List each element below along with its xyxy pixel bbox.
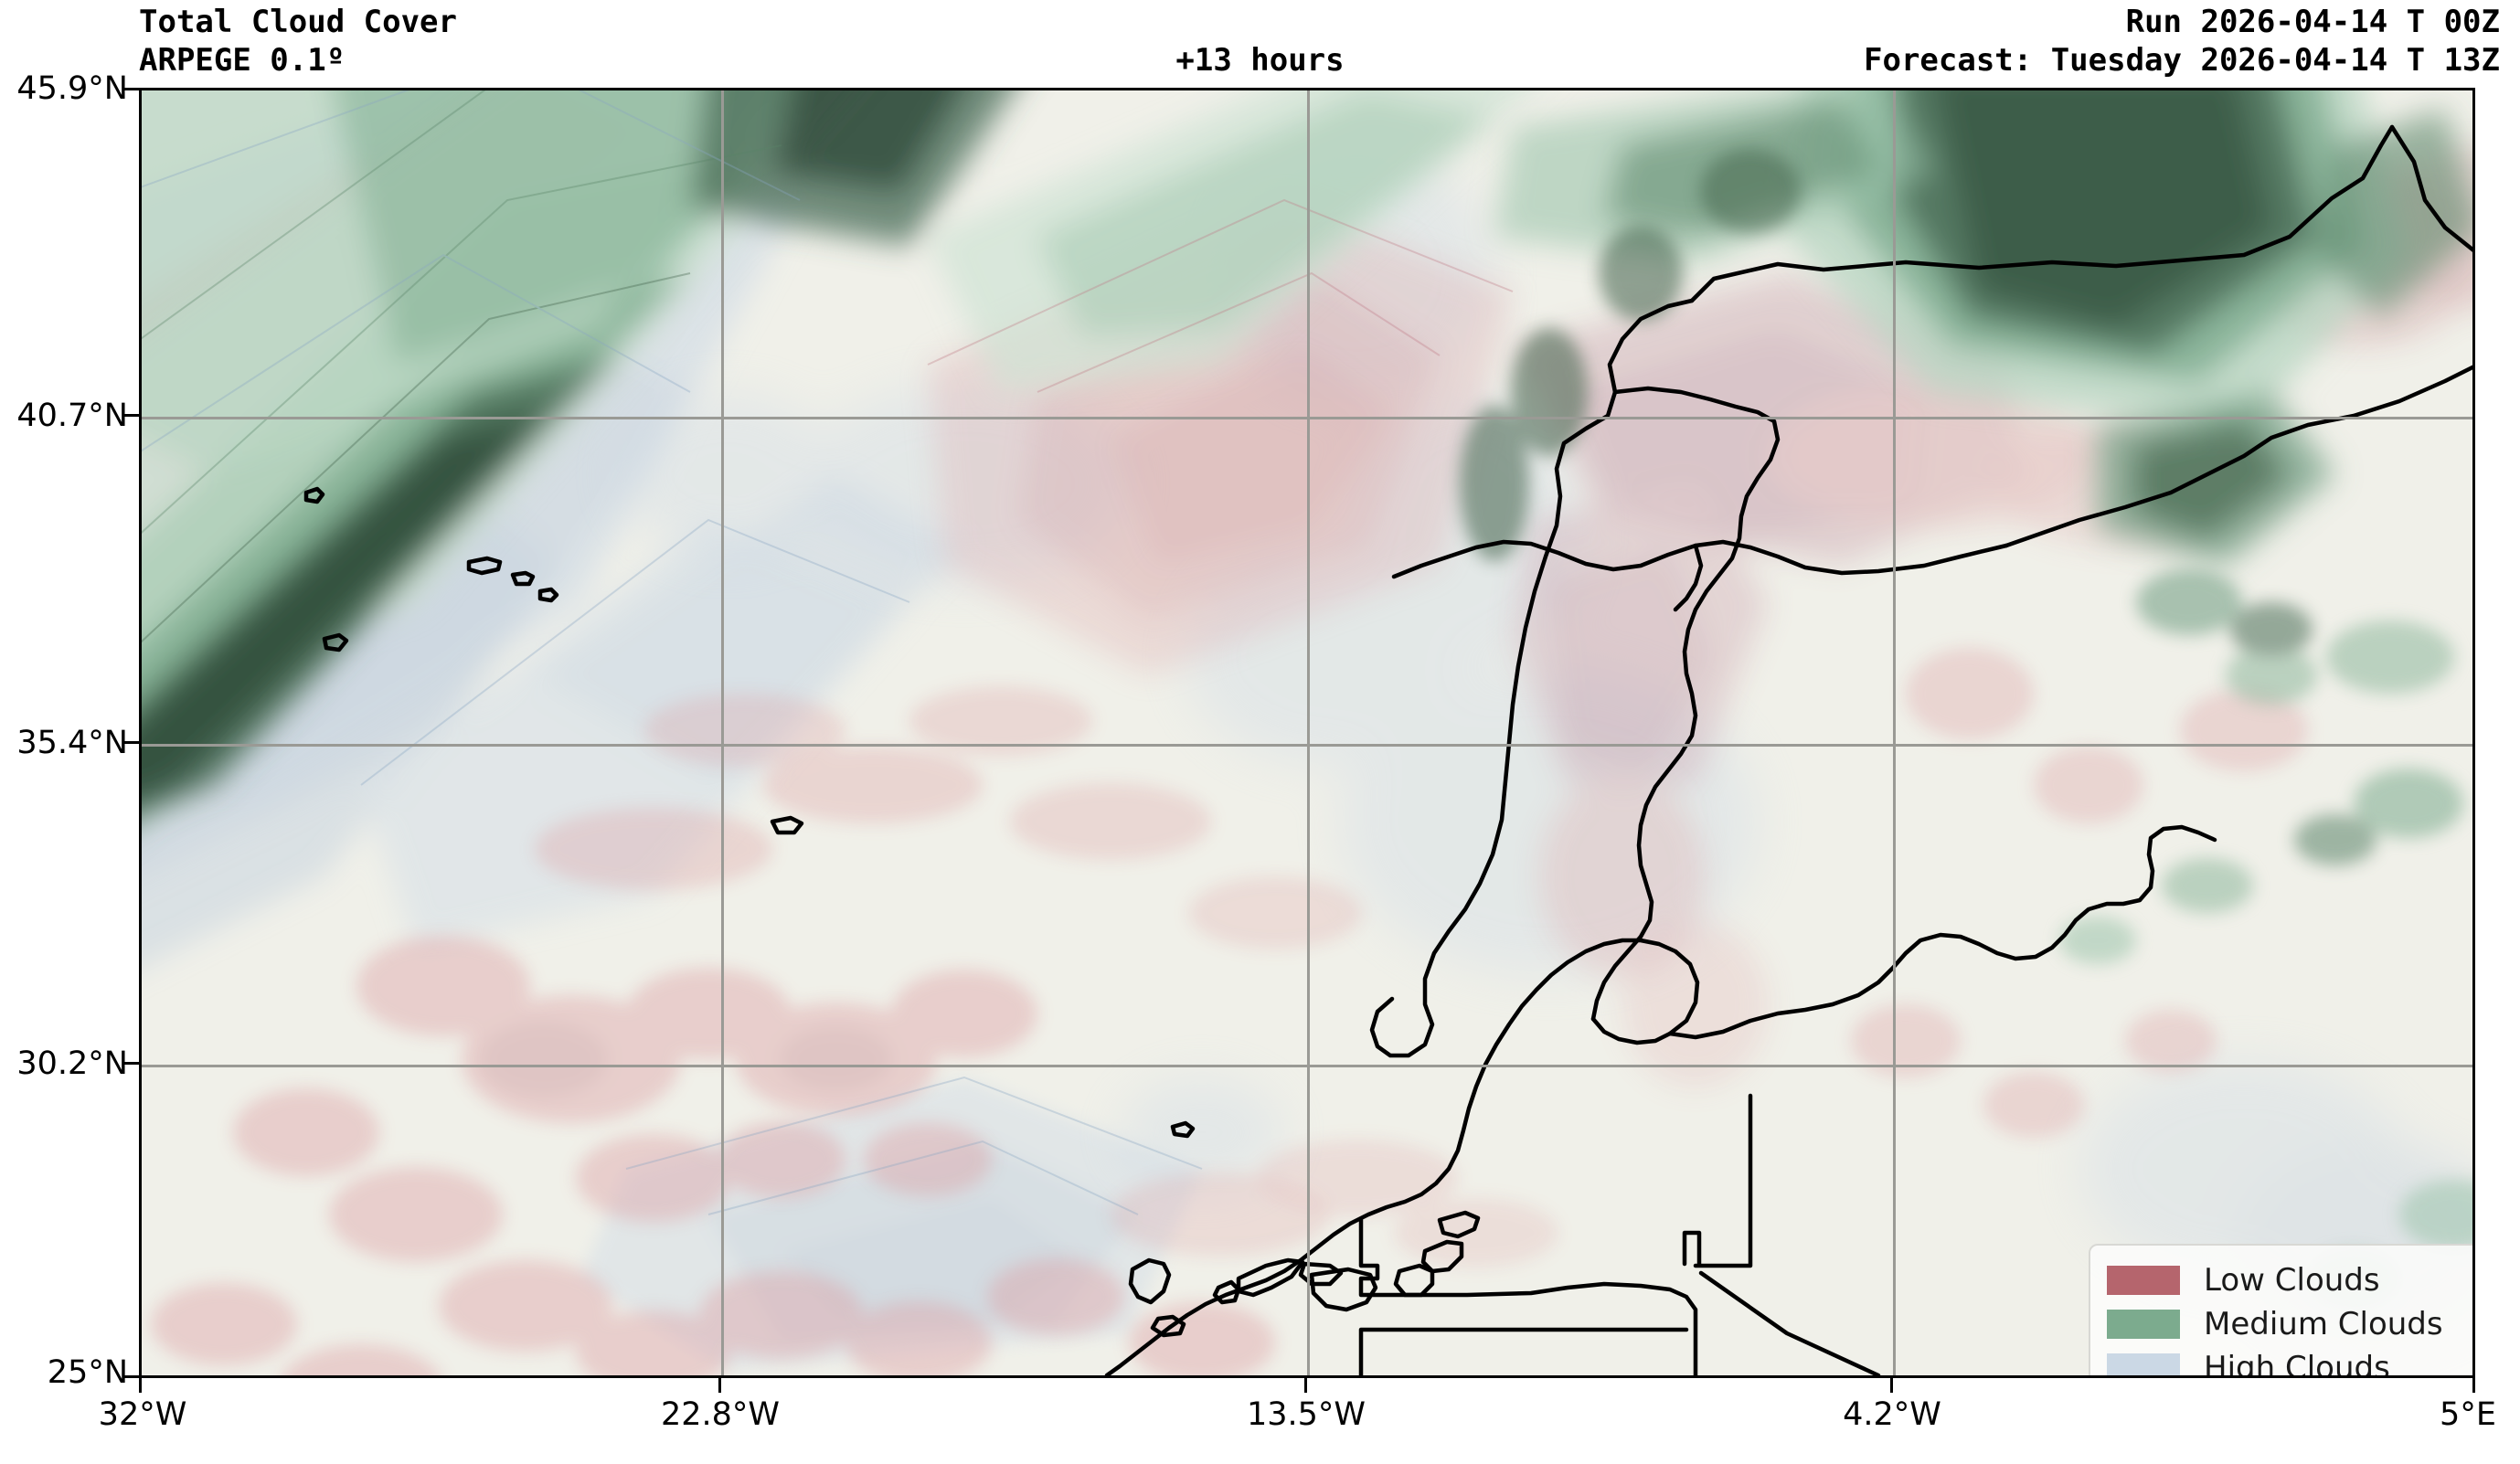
ytick-label-45-9: 45.9°N [16,70,128,107]
run-time-label: Run 2026-04-14 T 00Z [2125,4,2500,40]
header-band: Total Cloud Cover ARPEGE 0.1º +13 hours … [0,0,2520,88]
gridline-lon-13-5 [1307,90,1310,1375]
legend-swatch-low-clouds [2107,1266,2180,1295]
forecast-map[interactable]: Low Clouds Medium Clouds High Clouds [139,88,2475,1378]
model-label: ARPEGE 0.1º [139,42,346,79]
xtick-label-32w: 32°W [98,1396,187,1433]
legend-label-low-clouds: Low Clouds [2204,1262,2380,1299]
gridline-lon-22-8 [721,90,724,1375]
legend-item-medium-clouds[interactable]: Medium Clouds [2107,1302,2463,1346]
xtick-label-5e: 5°E [2440,1396,2496,1433]
ytick-mark-45-9 [124,88,139,90]
ytick-mark-35-4 [124,741,139,744]
legend-swatch-medium-clouds [2107,1310,2180,1339]
page-title: Total Cloud Cover [139,4,457,40]
legend-item-high-clouds[interactable]: High Clouds [2107,1346,2463,1378]
ytick-mark-25 [124,1375,139,1378]
gridline-lon-4-2 [1893,90,1896,1375]
ytick-label-30-2: 30.2°N [16,1045,128,1082]
forecast-time-label: Forecast: Tuesday 2026-04-14 T 13Z [1864,42,2500,79]
xtick-mark-22-8w [718,1378,721,1393]
xtick-mark-4-2w [1890,1378,1893,1393]
ytick-label-25: 25°N [47,1354,128,1391]
lead-time-label: +13 hours [1175,42,1345,79]
xtick-label-4-2w: 4.2°W [1843,1396,1941,1433]
ytick-mark-40-7 [124,414,139,417]
ytick-mark-30-2 [124,1062,139,1065]
xtick-mark-5e [2472,1378,2475,1393]
map-legend[interactable]: Low Clouds Medium Clouds High Clouds [2089,1244,2472,1378]
xtick-mark-32w [139,1378,142,1393]
ytick-label-35-4: 35.4°N [16,725,128,761]
legend-swatch-high-clouds [2107,1353,2180,1375]
legend-label-medium-clouds: Medium Clouds [2204,1306,2443,1342]
xtick-label-22-8w: 22.8°W [660,1396,781,1433]
ytick-label-40-7: 40.7°N [16,398,128,434]
xtick-label-13-5w: 13.5°W [1246,1396,1366,1433]
legend-item-low-clouds[interactable]: Low Clouds [2107,1258,2463,1302]
legend-label-high-clouds: High Clouds [2204,1350,2390,1378]
xtick-mark-13-5w [1304,1378,1307,1393]
